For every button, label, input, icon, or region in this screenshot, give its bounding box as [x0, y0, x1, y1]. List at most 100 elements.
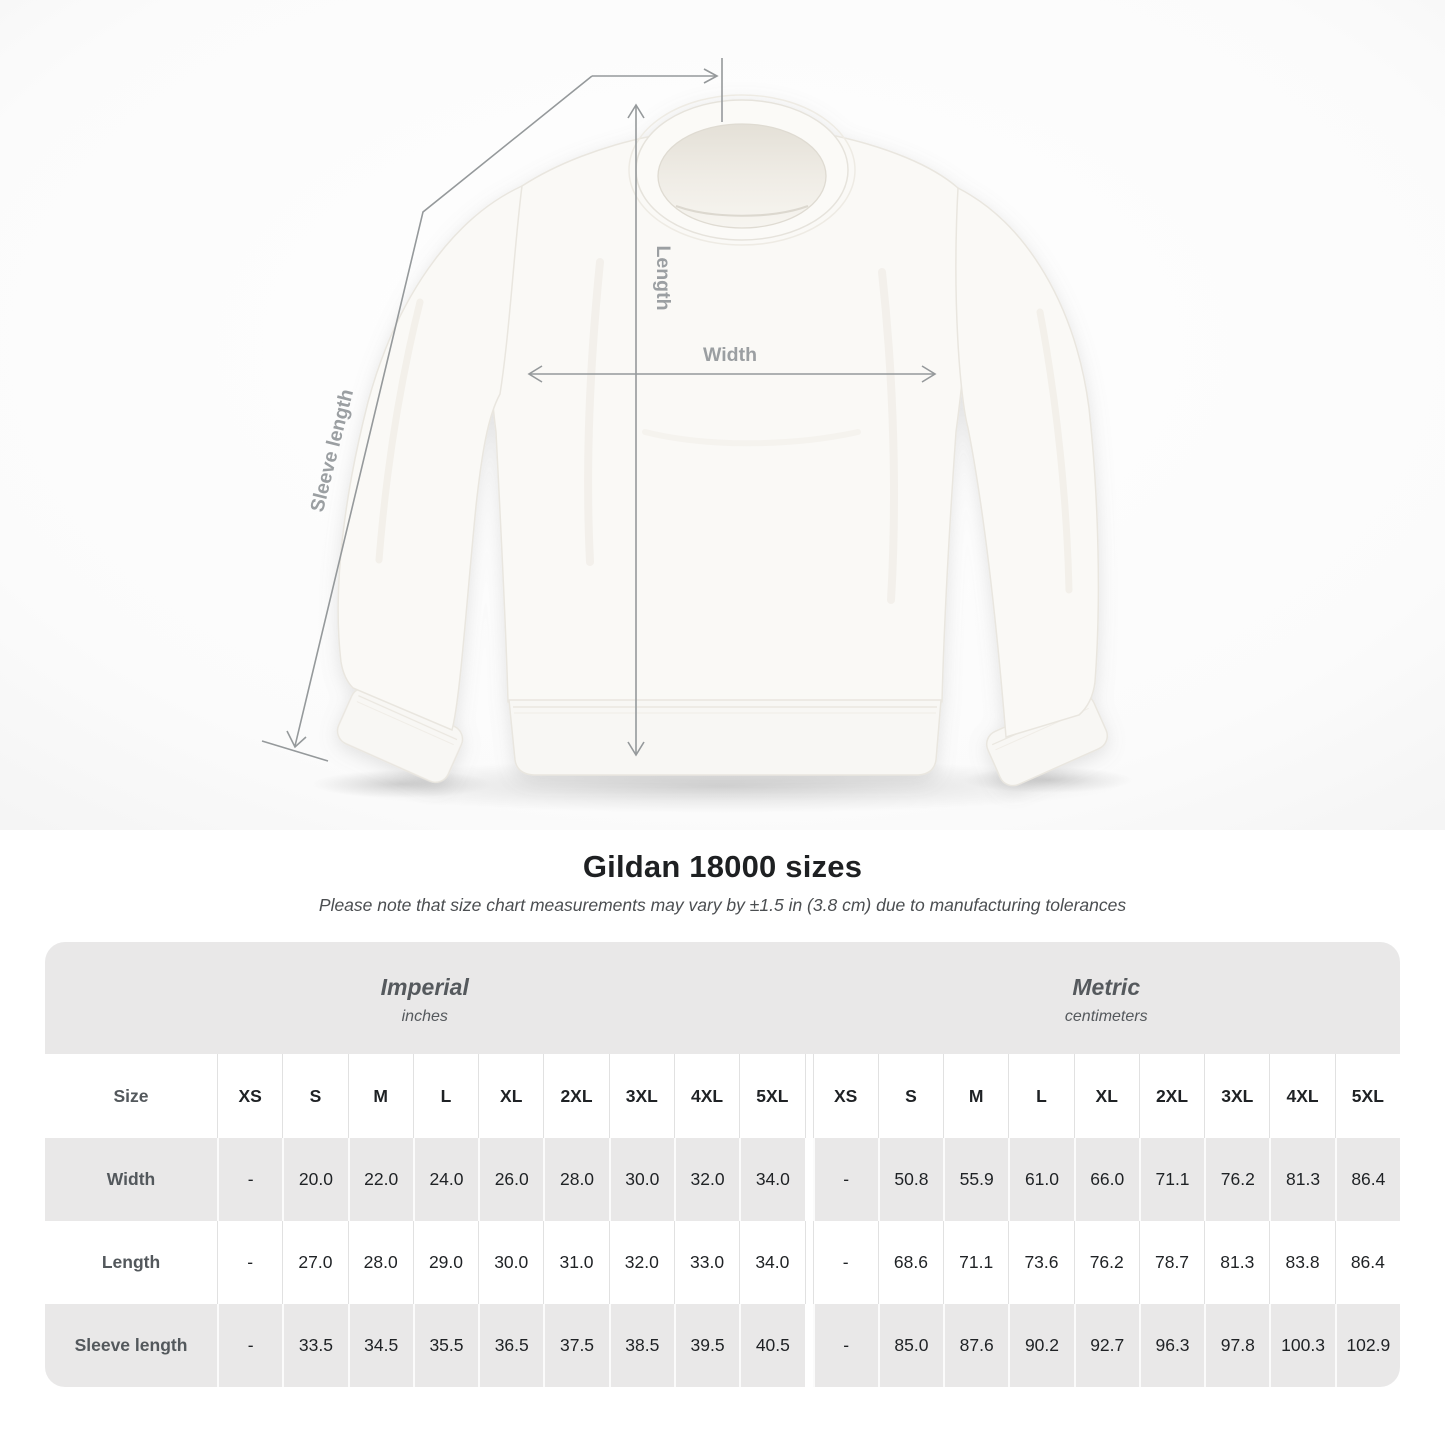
- value-cell: 37.5: [543, 1304, 609, 1387]
- size-header: 5XL: [739, 1054, 804, 1138]
- size-header: XS: [217, 1054, 282, 1138]
- value-cell: 87.6: [943, 1304, 1009, 1387]
- half-gap: [804, 1054, 813, 1138]
- size-header: S: [282, 1054, 347, 1138]
- size-header: XS: [812, 1054, 878, 1138]
- length-arrow-down-icon: [627, 741, 645, 757]
- value-cell: 26.0: [478, 1138, 544, 1221]
- size-header: L: [1008, 1054, 1073, 1138]
- width-arrow-left-icon: [527, 365, 543, 383]
- sleeve-arrow-icon: [286, 730, 307, 749]
- imperial-title: Imperial: [380, 974, 469, 1000]
- sweatshirt-illustration: [336, 94, 1109, 787]
- half-gap: [804, 1304, 813, 1387]
- sleeve-end-tick: [261, 740, 329, 762]
- collar: [628, 94, 856, 246]
- table-row: Length -27.0 28.0 29.0 30.0 31.0 32.0 33.0 34.0-…: [45, 1221, 1400, 1304]
- value-cell: -: [812, 1221, 878, 1304]
- size-header: 3XL: [608, 1054, 674, 1138]
- sleeve-dimension-line: [294, 75, 593, 747]
- value-cell: 100.3: [1269, 1304, 1335, 1387]
- value-cell: 29.0: [412, 1221, 478, 1304]
- value-cell: 30.0: [478, 1221, 543, 1304]
- metric-unit: centimeters: [1064, 1008, 1148, 1025]
- value-cell: 85.0: [877, 1304, 944, 1387]
- value-cell: 66.0: [1073, 1138, 1139, 1221]
- value-cell: 86.4: [1334, 1138, 1400, 1221]
- imperial-header: Imperial inches: [45, 942, 805, 1054]
- value-cell: -: [217, 1304, 283, 1387]
- length-arrow-up-icon: [627, 103, 645, 119]
- size-header: XL: [478, 1054, 543, 1138]
- metric-title: Metric: [1072, 974, 1141, 1000]
- value-cell: 32.0: [673, 1138, 740, 1221]
- dimension-lines: [261, 58, 937, 762]
- size-header: L: [412, 1054, 478, 1138]
- value-cell: -: [812, 1138, 878, 1221]
- row-label: Length: [101, 1252, 161, 1272]
- width-label: Width: [703, 344, 757, 366]
- size-header: S: [877, 1054, 943, 1138]
- value-cell: 34.0: [739, 1138, 805, 1221]
- value-cell: 34.5: [347, 1304, 413, 1387]
- value-cell: 34.0: [739, 1221, 804, 1304]
- size-table: Imperial inches Metric centimeters Size X…: [45, 942, 1400, 1387]
- value-cell: 76.2: [1073, 1221, 1139, 1304]
- product-photo: Length Width Sleeve length: [0, 0, 1445, 830]
- value-cell: 76.2: [1204, 1138, 1270, 1221]
- width-arrow-right-icon: [921, 365, 937, 383]
- value-cell: 32.0: [608, 1221, 674, 1304]
- value-cell: 78.7: [1138, 1221, 1204, 1304]
- value-cell: 96.3: [1138, 1304, 1205, 1387]
- value-cell: 39.5: [673, 1304, 740, 1387]
- table-row: Size XS S M L XL 2XL 3XL 4XL 5XL XS S M L XL 2XL 3XL 4XL 5…: [45, 1054, 1400, 1138]
- length-label: Length: [652, 246, 674, 311]
- half-gap: [804, 1138, 813, 1221]
- shoulder-arrow-icon: [703, 68, 719, 84]
- value-cell: -: [217, 1138, 283, 1221]
- value-cell: 83.8: [1269, 1221, 1334, 1304]
- value-cell: 22.0: [347, 1138, 413, 1221]
- value-cell: 71.1: [943, 1221, 1008, 1304]
- value-cell: 61.0: [1008, 1138, 1074, 1221]
- size-table-grid: Size XS S M L XL 2XL 3XL 4XL 5XL XS S M L XL 2XL 3XL 4XL 5…: [45, 1054, 1400, 1387]
- value-cell: 86.4: [1334, 1221, 1400, 1304]
- page-title: Gildan 18000 sizes: [582, 849, 863, 884]
- value-cell: 97.8: [1204, 1304, 1270, 1387]
- value-cell: 55.9: [943, 1138, 1009, 1221]
- value-cell: 50.8: [877, 1138, 944, 1221]
- value-cell: 33.5: [282, 1304, 348, 1387]
- size-header: 3XL: [1204, 1054, 1269, 1138]
- value-cell: 102.9: [1334, 1304, 1400, 1387]
- imperial-unit: inches: [401, 1008, 448, 1025]
- table-row: Width -20.0 22.0 24.0 26.0 28.0 30.0 32.0 34.0-5…: [45, 1138, 1400, 1221]
- value-cell: 31.0: [543, 1221, 608, 1304]
- size-header: 2XL: [1138, 1054, 1204, 1138]
- value-cell: 36.5: [478, 1304, 544, 1387]
- value-cell: 30.0: [608, 1138, 674, 1221]
- value-cell: -: [217, 1221, 282, 1304]
- value-cell: 28.0: [543, 1138, 609, 1221]
- size-header: 4XL: [673, 1054, 739, 1138]
- size-header: XL: [1073, 1054, 1139, 1138]
- value-cell: 38.5: [608, 1304, 674, 1387]
- value-cell: 81.3: [1204, 1221, 1269, 1304]
- size-header: M: [347, 1054, 413, 1138]
- size-header: 5XL: [1334, 1054, 1400, 1138]
- value-cell: 24.0: [412, 1138, 479, 1221]
- value-cell: 90.2: [1008, 1304, 1074, 1387]
- table-row: Sleeve length -33.5 34.5 35.5 36.5 37.5 38.5 39…: [45, 1304, 1400, 1387]
- value-cell: 73.6: [1008, 1221, 1073, 1304]
- row-label: Width: [45, 1138, 217, 1221]
- value-cell: -: [812, 1304, 878, 1387]
- value-cell: 71.1: [1138, 1138, 1205, 1221]
- size-column-header: Size: [113, 1085, 149, 1106]
- value-cell: 40.5: [739, 1304, 805, 1387]
- tolerance-note: Please note that size chart measurements…: [318, 895, 1127, 915]
- caption-block: Gildan 18000 sizes Please note that size…: [0, 830, 1445, 916]
- metric-header: Metric centimeters: [813, 942, 1401, 1054]
- value-cell: 81.3: [1269, 1138, 1335, 1221]
- table-unit-band: Imperial inches Metric centimeters: [45, 942, 1400, 1054]
- row-label: Sleeve length: [45, 1304, 217, 1387]
- value-cell: 92.7: [1073, 1304, 1139, 1387]
